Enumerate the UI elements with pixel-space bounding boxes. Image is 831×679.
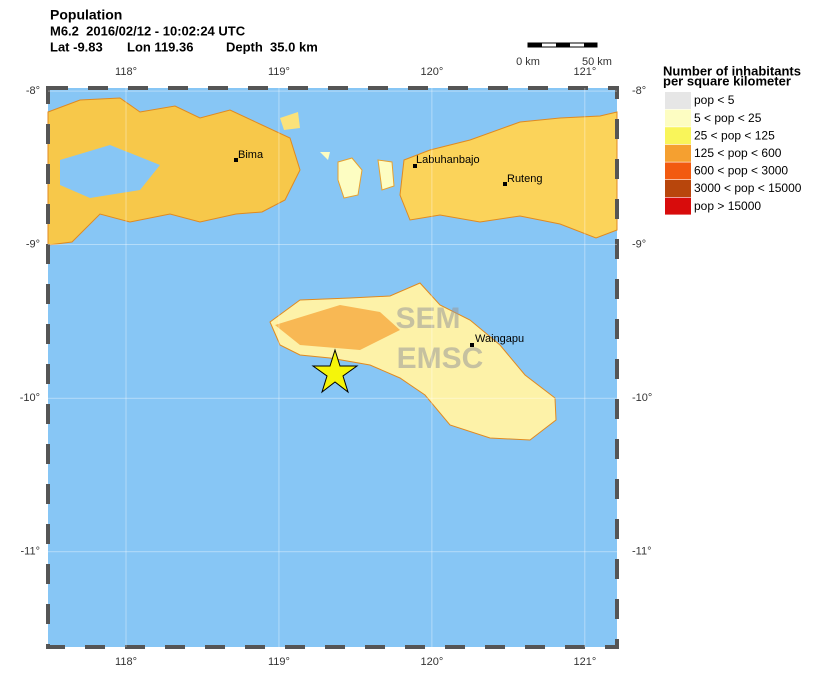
y-tick-label: -8° — [632, 85, 646, 97]
x-tick-label: 121° — [573, 656, 596, 668]
legend-swatch — [665, 162, 691, 180]
islet — [320, 152, 330, 160]
y-tick-label: -9° — [632, 239, 646, 251]
bay — [60, 145, 160, 198]
y-tick-label: -11° — [632, 546, 651, 558]
y-tick-label: -10° — [20, 392, 40, 404]
legend-swatch — [665, 92, 691, 109]
x-tick-label: 118° — [115, 66, 137, 78]
legend-label: pop < 5 — [694, 93, 735, 107]
city-marker — [413, 164, 417, 168]
event-info: M6.2 2016/02/12 - 10:02:24 UTC — [50, 23, 246, 38]
event-depth: Depth 35.0 km — [226, 39, 318, 54]
legend-swatch — [665, 197, 691, 215]
legend-label: 3000 < pop < 15000 — [694, 181, 802, 195]
islet — [280, 112, 300, 130]
island-flores — [399, 111, 618, 239]
city-label: Bima — [238, 149, 264, 161]
populated-area — [275, 305, 400, 350]
island-sumbawa — [47, 97, 301, 246]
event-lat: Lat -9.83 — [50, 39, 103, 54]
city-marker — [503, 182, 507, 186]
scale-bar-segment — [556, 43, 570, 47]
epicenter-star — [311, 348, 359, 394]
scale-bar-segment — [584, 43, 597, 47]
city-label: Waingapu — [475, 333, 524, 345]
map-ticks: 118° 118° 119° 119° 120° 120° 121° 121° -8° -8° -9… — [20, 66, 653, 668]
title: Population — [50, 7, 122, 23]
scale-label: 50 km — [582, 56, 612, 68]
legend-label: 600 < pop < 3000 — [694, 164, 788, 178]
city-marker — [234, 158, 238, 162]
city-marker — [470, 343, 474, 347]
legend-label: 125 < pop < 600 — [694, 146, 782, 160]
legend-swatch — [665, 109, 691, 127]
x-tick-label: 120° — [421, 66, 444, 78]
legend: Number of inhabitants per square kilomet… — [663, 63, 802, 215]
x-tick-label: 119° — [268, 656, 290, 668]
legend-swatch — [665, 144, 691, 162]
map: SEM EMSC Bima Labuhanbajo Ruteng Waingap… — [46, 86, 619, 649]
event-lon: Lon 119.36 — [127, 39, 193, 54]
watermark: EMSC — [397, 342, 484, 375]
scale-label: 0 km — [516, 56, 540, 68]
legend-title: per square kilometer — [663, 73, 791, 88]
watermark: SEM — [395, 302, 460, 335]
y-tick-label: -10° — [632, 392, 652, 404]
legend-label: 25 < pop < 125 — [694, 128, 775, 142]
legend-swatch — [665, 180, 691, 197]
y-tick-label: -8° — [26, 85, 40, 97]
y-tick-label: -11° — [21, 546, 40, 558]
city-label: Labuhanbajo — [416, 154, 480, 166]
city-label: Ruteng — [507, 173, 542, 185]
x-tick-label: 118° — [115, 656, 137, 668]
x-tick-label: 119° — [268, 66, 290, 78]
map-frame — [46, 86, 619, 649]
x-tick-label: 120° — [421, 656, 444, 668]
islet — [337, 157, 363, 199]
islet — [377, 159, 395, 191]
legend-title: Number of inhabitants — [663, 63, 801, 78]
scale-bar-segment — [528, 43, 542, 47]
x-tick-label: 121° — [573, 66, 596, 78]
legend-swatch — [665, 127, 691, 145]
scale-bar: 0 km 50 km — [516, 42, 612, 68]
legend-label: pop > 15000 — [694, 199, 761, 213]
y-tick-label: -9° — [26, 239, 40, 251]
legend-label: 5 < pop < 25 — [694, 111, 762, 125]
